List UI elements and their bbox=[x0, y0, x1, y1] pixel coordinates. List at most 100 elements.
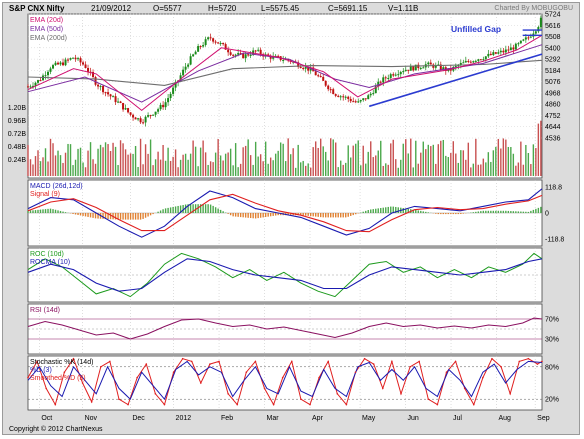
legend-bg bbox=[29, 34, 73, 42]
volume-bar bbox=[62, 162, 64, 176]
candle-body bbox=[134, 117, 137, 120]
volume-bar bbox=[287, 138, 289, 176]
macd-histogram-bar bbox=[84, 213, 87, 217]
macd-histogram-bar bbox=[114, 213, 117, 220]
volume-bar bbox=[267, 163, 269, 176]
candle-body bbox=[374, 86, 377, 94]
volume-bar bbox=[74, 159, 77, 176]
volume-bar bbox=[352, 145, 354, 176]
month-label: Apr bbox=[312, 415, 324, 422]
macd-histogram-bar bbox=[517, 211, 520, 213]
candle-body bbox=[404, 69, 407, 72]
candle-body bbox=[332, 89, 335, 95]
macd-histogram-bar bbox=[412, 209, 414, 213]
macd-histogram-bar bbox=[89, 213, 92, 218]
stoch-dot bbox=[318, 376, 320, 379]
price-tick-label: 5076 bbox=[545, 79, 561, 86]
candle-body bbox=[192, 54, 195, 57]
macd-histogram-bar bbox=[164, 208, 167, 213]
price-tick-label: 4644 bbox=[545, 124, 561, 131]
volume-bar bbox=[312, 147, 314, 176]
volume-bar bbox=[282, 143, 284, 176]
volume-bar bbox=[540, 120, 542, 176]
volume-bar bbox=[149, 139, 152, 176]
macd-histogram-bar bbox=[42, 209, 44, 213]
macd-legend: MACD (26d,12d) bbox=[30, 183, 83, 190]
volume-bar bbox=[209, 161, 212, 176]
volume-bar bbox=[390, 143, 392, 176]
volume-bar bbox=[507, 146, 510, 176]
candle-body bbox=[142, 122, 145, 124]
candle-body bbox=[517, 43, 520, 45]
candle-body bbox=[104, 92, 107, 94]
candle-body bbox=[334, 94, 337, 96]
candle-body bbox=[397, 74, 400, 76]
macd-histogram-bar bbox=[264, 213, 267, 218]
volume-bar bbox=[325, 151, 327, 176]
volume-bar bbox=[117, 165, 119, 176]
volume-bar bbox=[355, 143, 357, 176]
candle-body bbox=[194, 51, 197, 55]
volume-bar bbox=[167, 147, 169, 176]
candle-body bbox=[514, 43, 517, 50]
macd-histogram-bar bbox=[29, 210, 32, 213]
stoch-tick-label: 20% bbox=[545, 397, 559, 404]
volume-bar bbox=[440, 140, 442, 176]
candle-body bbox=[154, 111, 157, 115]
macd-histogram-bar bbox=[330, 213, 332, 218]
signal-line bbox=[27, 193, 543, 233]
candle-body bbox=[394, 74, 397, 76]
volume-bar bbox=[330, 138, 332, 176]
macd-histogram-bar bbox=[287, 213, 289, 216]
volume-bar bbox=[44, 148, 47, 176]
candle-body bbox=[217, 42, 220, 44]
stoch-dot bbox=[163, 403, 166, 406]
volume-bar bbox=[104, 142, 107, 176]
stoch-d-line bbox=[27, 360, 543, 401]
macd-histogram-bar bbox=[402, 208, 404, 213]
candle-body bbox=[222, 42, 225, 45]
candle-body bbox=[237, 53, 240, 55]
candle-body bbox=[489, 53, 492, 56]
volume-bar bbox=[427, 144, 429, 176]
stoch-dot bbox=[109, 360, 111, 363]
stoch-dot bbox=[263, 387, 266, 390]
macd-histogram-bar bbox=[342, 213, 344, 218]
volume-bar bbox=[462, 150, 465, 176]
candle-body bbox=[439, 64, 442, 70]
candle-body bbox=[399, 71, 402, 75]
brand-watermark: Charted By MOBUGOBU bbox=[494, 5, 573, 12]
stoch-dot bbox=[227, 393, 229, 395]
volume-bar bbox=[377, 150, 379, 176]
candle-body bbox=[167, 98, 170, 103]
price-tick-label: 5724 bbox=[545, 12, 561, 19]
stoch-tick-label: 80% bbox=[545, 364, 559, 371]
candle-body bbox=[287, 59, 290, 61]
volume-bar bbox=[537, 123, 540, 176]
macd-histogram-bar bbox=[247, 213, 249, 218]
signal-legend: Signal (9) bbox=[30, 191, 60, 198]
volume-bar bbox=[340, 160, 342, 176]
macd-histogram-bar bbox=[289, 213, 292, 216]
volume-bar bbox=[322, 146, 324, 176]
stoch-dot bbox=[118, 398, 120, 401]
volume-bar bbox=[249, 155, 252, 176]
volume-bar bbox=[360, 165, 362, 176]
candle-body bbox=[537, 27, 540, 32]
volume-bar bbox=[420, 152, 422, 176]
macd-histogram-bar bbox=[512, 211, 515, 213]
volume-bar bbox=[224, 153, 227, 176]
macd-histogram-bar bbox=[492, 210, 495, 213]
macd-histogram-bar bbox=[237, 213, 239, 217]
month-label: Nov bbox=[85, 415, 98, 422]
candle-body bbox=[529, 36, 532, 38]
volume-bar bbox=[527, 153, 530, 176]
candle-body bbox=[472, 61, 475, 63]
stoch-dot bbox=[190, 360, 193, 363]
macd-histogram-bar bbox=[340, 213, 342, 218]
volume-bar bbox=[490, 161, 492, 176]
volume-bar bbox=[402, 143, 404, 176]
macd-histogram-bar bbox=[174, 206, 177, 213]
stoch-dot bbox=[291, 360, 293, 363]
volume-bar bbox=[159, 159, 162, 176]
